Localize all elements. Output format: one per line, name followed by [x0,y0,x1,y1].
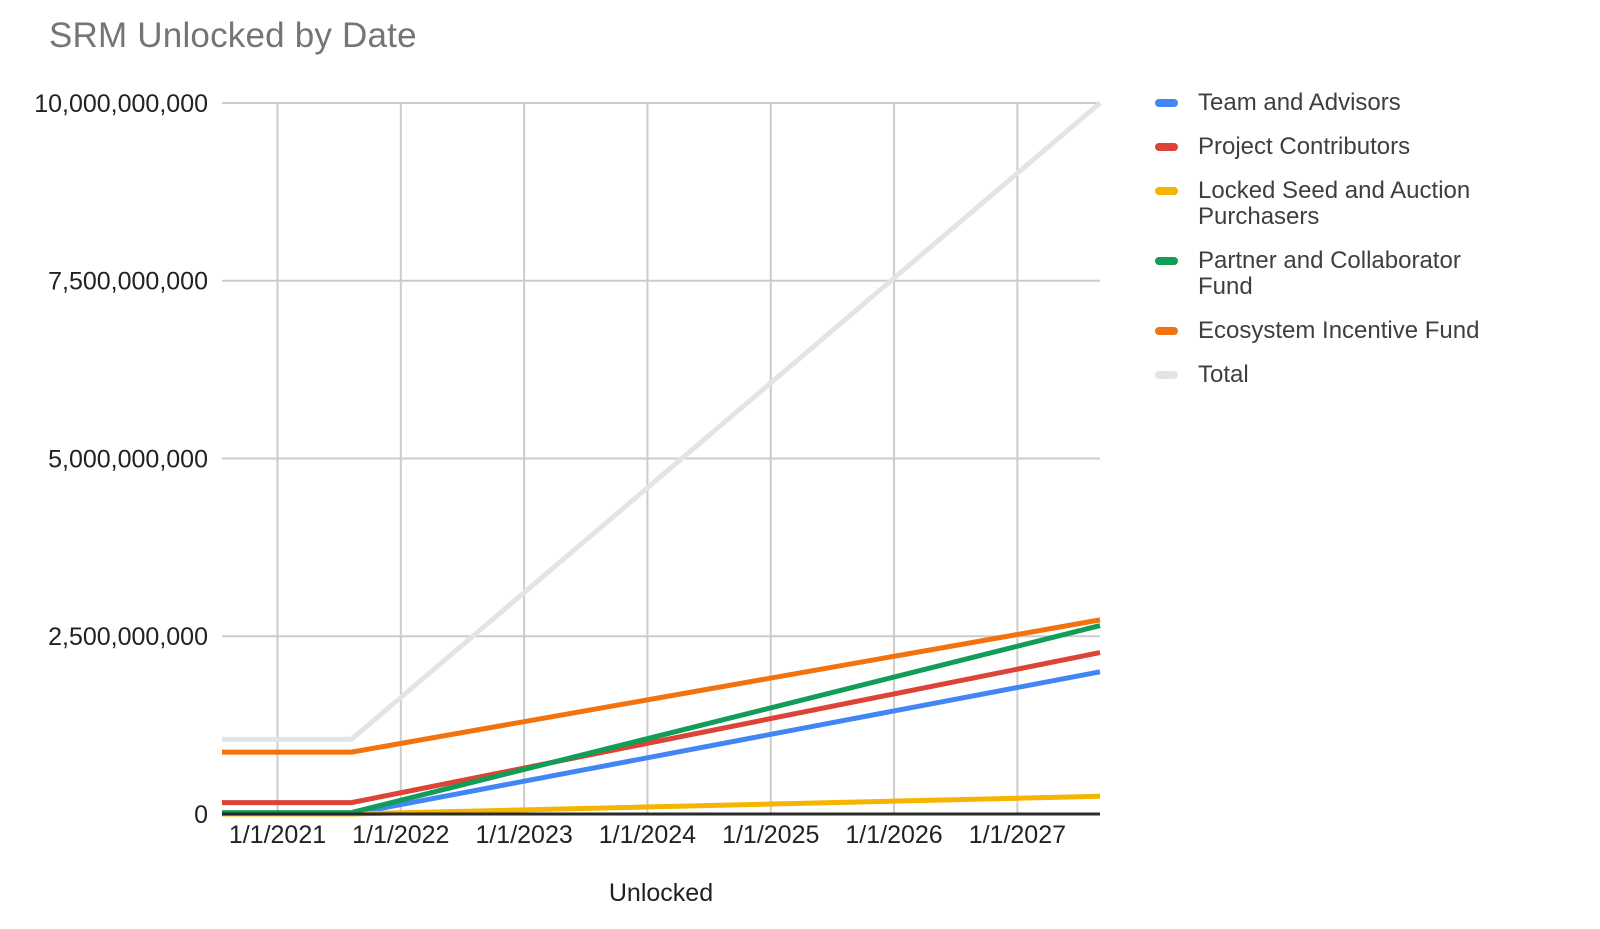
legend-item-team-and-advisors: Team and Advisors [1155,90,1500,116]
legend-label: Locked Seed and Auction Purchasers [1198,177,1471,230]
y-tick-label-4: 10,000,000,000 [34,90,208,118]
legend-item-ecosystem-incentive-fund: Ecosystem Incentive Fund [1155,318,1500,344]
legend-swatch-project-contributors-icon [1155,143,1178,151]
x-axis-title: Unlocked [609,879,713,907]
series-line-total [222,101,1102,742]
series-line-project-contributors [222,650,1101,806]
x-tick-label-4: 1/1/2025 [722,821,819,849]
legend-item-partner-and-collaborator-fund: Partner and Collaborator Fund [1155,248,1500,300]
series-line-partner-and-collaborator-fund [222,623,1101,816]
legend-label: Partner and Collaborator Fund [1198,247,1461,300]
x-tick-label-6: 1/1/2027 [969,821,1066,849]
legend-swatch-partner-and-collaborator-fund-icon [1155,257,1178,265]
y-tick-label-2: 5,000,000,000 [48,445,208,473]
x-tick-label-2: 1/1/2023 [475,821,572,849]
legend: Team and Advisors Project Contributors L… [1155,90,1500,406]
y-tick-label-3: 7,500,000,000 [48,268,208,296]
legend-swatch-locked-seed-and-auction-purchasers-icon [1155,187,1178,195]
legend-label: Project Contributors [1198,133,1411,160]
legend-swatch-team-and-advisors-icon [1155,99,1178,107]
legend-label: Ecosystem Incentive Fund [1198,317,1480,344]
x-tick-label-0: 1/1/2021 [229,821,326,849]
legend-label: Total [1198,361,1249,388]
x-tick-label-3: 1/1/2024 [599,821,696,849]
chart-title: SRM Unlocked by Date [49,16,417,55]
legend-item-total: Total [1155,362,1500,388]
legend-swatch-ecosystem-incentive-fund-icon [1155,327,1178,335]
x-tick-label-5: 1/1/2026 [845,821,942,849]
series-line-ecosystem-incentive-fund [222,617,1101,755]
y-tick-label-1: 2,500,000,000 [48,623,208,651]
legend-swatch-total-icon [1155,371,1178,379]
legend-label: Team and Advisors [1198,89,1401,116]
y-tick-label-0: 0 [194,801,208,829]
legend-item-project-contributors: Project Contributors [1155,134,1500,160]
x-tick-label-1: 1/1/2022 [352,821,449,849]
legend-item-locked-seed-and-auction-purchasers: Locked Seed and Auction Purchasers [1155,178,1500,230]
